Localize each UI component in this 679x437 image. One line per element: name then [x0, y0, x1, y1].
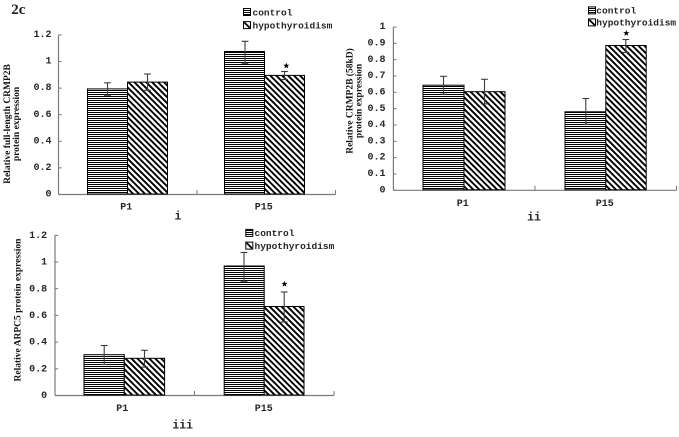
svg-text:0.8: 0.8 [367, 55, 385, 66]
svg-text:protein expression: protein expression [354, 63, 364, 138]
svg-text:1.2: 1.2 [33, 30, 51, 41]
svg-text:Relative full-length CRMP2B: Relative full-length CRMP2B [3, 63, 13, 183]
svg-text:2c: 2c [11, 2, 25, 18]
svg-text:0.4: 0.4 [367, 120, 385, 131]
svg-text:Relative CRMP2B (58kD): Relative CRMP2B (58kD) [344, 48, 355, 154]
svg-text:0.2: 0.2 [367, 153, 385, 164]
svg-text:0.6: 0.6 [29, 311, 47, 322]
svg-text:0.1: 0.1 [367, 169, 385, 180]
svg-text:0.7: 0.7 [367, 71, 385, 82]
svg-text:1.2: 1.2 [29, 231, 47, 242]
svg-text:ii: ii [527, 211, 541, 224]
svg-text:1: 1 [45, 57, 51, 68]
svg-text:i: i [175, 211, 182, 224]
svg-text:0.4: 0.4 [33, 136, 51, 147]
svg-text:protein expression: protein expression [12, 86, 22, 161]
svg-text:0.5: 0.5 [367, 104, 385, 115]
svg-text:control: control [596, 6, 636, 17]
svg-text:0.9: 0.9 [367, 38, 385, 49]
svg-text:P1: P1 [116, 404, 128, 415]
svg-text:0.3: 0.3 [367, 136, 385, 147]
svg-text:control: control [255, 228, 295, 239]
svg-text:0.6: 0.6 [367, 87, 385, 98]
svg-text:P1: P1 [120, 202, 132, 213]
svg-text:hypothyroidism: hypothyroidism [596, 18, 676, 29]
svg-text:P1: P1 [457, 199, 469, 210]
svg-text:0.2: 0.2 [33, 163, 51, 174]
svg-text:P15: P15 [596, 199, 614, 210]
svg-text:0: 0 [41, 391, 47, 402]
svg-text:control: control [253, 7, 293, 18]
svg-text:hypothyroidism: hypothyroidism [253, 20, 333, 31]
svg-text:hypothyroidism: hypothyroidism [255, 241, 335, 252]
svg-text:0.6: 0.6 [33, 110, 51, 121]
svg-text:P15: P15 [255, 202, 273, 213]
svg-text:iii: iii [172, 419, 193, 432]
svg-text:0: 0 [45, 190, 51, 201]
svg-text:0: 0 [379, 185, 385, 196]
svg-text:0.8: 0.8 [29, 284, 47, 295]
svg-text:0.8: 0.8 [33, 83, 51, 94]
svg-text:Relative ARPC5 protein express: Relative ARPC5 protein expression [14, 238, 24, 382]
svg-text:0.2: 0.2 [29, 364, 47, 375]
svg-text:P15: P15 [255, 404, 273, 415]
svg-text:1: 1 [379, 22, 385, 33]
svg-text:0.4: 0.4 [29, 338, 47, 349]
svg-text:1: 1 [41, 258, 47, 269]
